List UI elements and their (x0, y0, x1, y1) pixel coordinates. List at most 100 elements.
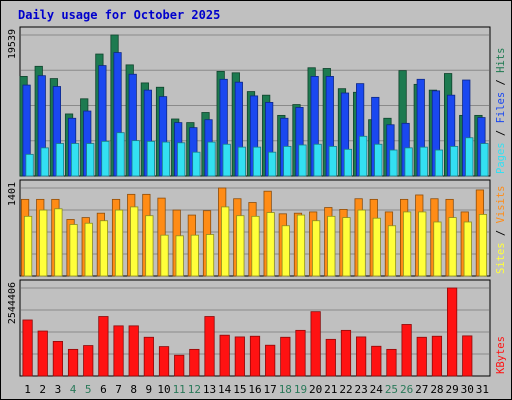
bar-kbytes-22 (340, 329, 352, 377)
bar-kbytes-1 (22, 319, 33, 377)
x-tick-23: 23 (355, 383, 368, 396)
side-label-hits: Hits (495, 48, 507, 73)
bar-kbytes-13 (204, 316, 215, 377)
bar-kbytes-11 (174, 354, 185, 377)
bar-pages-9 (146, 140, 155, 177)
bar-sites-26 (403, 211, 412, 277)
bar-sites-9 (145, 215, 154, 277)
bar-pages-21 (328, 146, 337, 177)
x-tick-9: 9 (146, 383, 153, 396)
x-tick-19: 19 (294, 383, 307, 396)
x-tick-27: 27 (415, 383, 428, 396)
bar-pages-2 (40, 147, 49, 177)
bar-kbytes-28 (431, 335, 443, 377)
bar-pages-31 (480, 143, 489, 177)
x-tick-18: 18 (279, 383, 292, 396)
bar-sites-10 (160, 234, 169, 277)
bar-sites-1 (23, 215, 33, 277)
x-tick-10: 10 (157, 383, 170, 396)
bar-sites-15 (236, 215, 245, 277)
side-label-top: Pages / Files / Hits (495, 48, 507, 174)
bar-sites-21 (327, 215, 336, 277)
side-label-separator: / (495, 123, 507, 142)
bar-sites-7 (114, 209, 124, 277)
bar-sites-25 (387, 225, 397, 277)
bar-kbytes-7 (113, 325, 124, 377)
x-tick-14: 14 (218, 383, 232, 396)
bar-sites-17 (266, 212, 275, 277)
chart-title: Daily usage for October 2025 (18, 8, 220, 22)
bar-sites-4 (69, 224, 78, 277)
bar-sites-27 (418, 211, 427, 277)
x-tick-3: 3 (55, 383, 62, 396)
bar-pages-18 (283, 146, 292, 177)
bar-sites-11 (175, 235, 184, 277)
x-tick-13: 13 (203, 383, 216, 396)
bar-kbytes-3 (52, 341, 64, 377)
bar-pages-24 (374, 143, 383, 177)
bar-kbytes-27 (416, 336, 427, 377)
bar-pages-4 (70, 143, 80, 177)
bar-sites-2 (39, 209, 48, 277)
bar-sites-18 (281, 225, 290, 277)
bar-sites-29 (448, 217, 457, 277)
x-tick-15: 15 (233, 383, 246, 396)
bar-pages-30 (465, 137, 474, 177)
bar-kbytes-6 (98, 316, 109, 377)
bar-pages-1 (25, 153, 34, 177)
x-tick-7: 7 (115, 383, 122, 396)
bar-kbytes-21 (325, 338, 336, 377)
side-label-middle: Sites / Visits (495, 185, 507, 274)
bar-kbytes-18 (280, 336, 291, 377)
x-tick-29: 29 (445, 383, 458, 396)
bar-sites-24 (372, 217, 381, 277)
x-tick-21: 21 (324, 383, 337, 396)
side-label-kbytes: KBytes (495, 336, 507, 374)
bar-pages-27 (419, 146, 428, 177)
y-max-label-bottom: 2544406 (7, 282, 18, 324)
x-tick-4: 4 (70, 383, 77, 396)
side-label-separator: / (495, 73, 507, 92)
bar-pages-12 (192, 151, 201, 177)
bar-kbytes-24 (371, 345, 382, 377)
bar-pages-25 (389, 149, 398, 177)
bar-pages-6 (101, 140, 110, 177)
bar-sites-20 (312, 220, 321, 277)
panel-top: 19539 Pages / Files / Hits (7, 26, 507, 177)
bar-kbytes-8 (128, 325, 139, 377)
series-kbytes (22, 287, 473, 377)
side-label-separator: / (495, 223, 507, 242)
x-tick-26: 26 (400, 383, 413, 396)
x-tick-20: 20 (309, 383, 322, 396)
bar-sites-19 (296, 214, 306, 277)
x-tick-30: 30 (461, 383, 474, 396)
bar-kbytes-10 (158, 346, 170, 377)
series-pages (25, 132, 489, 177)
bar-kbytes-25 (386, 348, 397, 377)
bar-kbytes-26 (401, 324, 412, 377)
bar-sites-5 (84, 222, 93, 277)
bar-pages-28 (434, 149, 444, 177)
bar-sites-12 (190, 234, 199, 277)
side-label-files: Files (495, 92, 507, 124)
bar-pages-7 (116, 132, 125, 177)
bar-pages-10 (161, 141, 171, 177)
bar-pages-5 (86, 143, 95, 177)
bar-kbytes-2 (37, 330, 48, 377)
bar-pages-26 (404, 147, 413, 177)
x-tick-16: 16 (248, 383, 261, 396)
bar-pages-16 (252, 146, 262, 177)
bar-sites-30 (463, 221, 472, 277)
bar-kbytes-17 (265, 344, 276, 377)
panel-bottom: 2544406 KBytes (7, 279, 507, 377)
bar-pages-17 (268, 151, 277, 177)
bar-sites-23 (357, 209, 366, 277)
bar-kbytes-9 (143, 336, 154, 377)
x-tick-12: 12 (188, 383, 201, 396)
bar-sites-28 (433, 221, 442, 277)
bar-pages-11 (177, 142, 186, 177)
panel-middle: 1401 Sites / Visits (7, 179, 507, 277)
bar-kbytes-12 (189, 348, 200, 377)
